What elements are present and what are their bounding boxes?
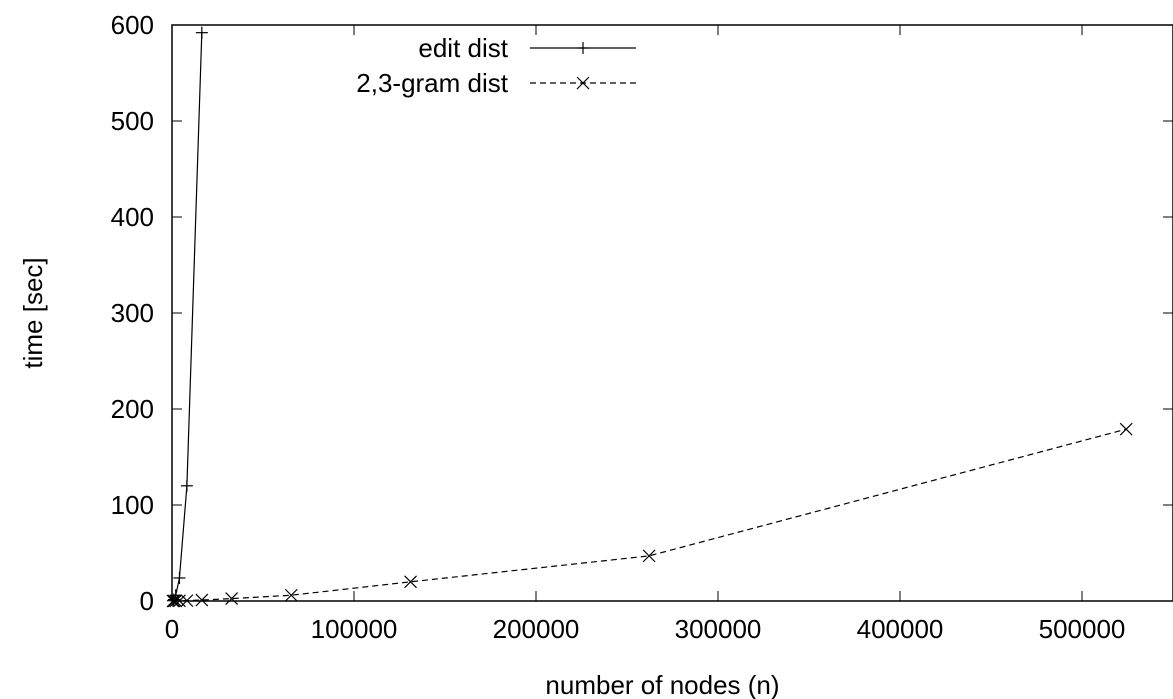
x-axis-label: number of nodes (n)	[545, 670, 779, 699]
x-tick-labels: 0 100000 200000 300000 400000 500000	[165, 614, 1126, 644]
series-2	[166, 422, 1133, 608]
x-tick-label: 300000	[675, 614, 762, 644]
x-tick-label: 100000	[311, 614, 398, 644]
y-tick-label: 0	[140, 586, 154, 616]
data-point-cross-marker	[284, 588, 298, 602]
series-1	[166, 26, 208, 607]
data-point-plus-marker	[195, 26, 208, 39]
y-tick-label: 200	[111, 394, 154, 424]
x-tick-label: 0	[165, 614, 179, 644]
data-point-cross-marker	[167, 594, 181, 608]
series-line	[172, 32, 203, 602]
y-tick-label: 600	[111, 10, 154, 40]
y-tick-label: 300	[111, 298, 154, 328]
data-point-cross-marker	[404, 575, 417, 589]
x-tick-label: 500000	[1039, 614, 1126, 644]
legend-label: edit dist	[418, 33, 508, 63]
x-tick-label: 200000	[493, 614, 580, 644]
data-point-plus-marker	[577, 42, 589, 54]
data-point-cross-marker	[195, 593, 209, 607]
data-point-cross-marker	[169, 594, 183, 608]
series-line	[172, 428, 1127, 602]
data-point-cross-marker	[180, 594, 194, 608]
legend: edit dist 2,3-gram dist	[356, 33, 636, 98]
data-point-cross-marker	[576, 76, 590, 90]
data-point-cross-marker	[1119, 422, 1133, 436]
y-tick-label: 100	[111, 490, 154, 520]
data-point-plus-marker	[180, 479, 193, 492]
data-point-plus-marker	[173, 571, 186, 584]
y-tick-label: 400	[111, 202, 154, 232]
data-point-cross-marker	[166, 594, 180, 608]
series-layer	[166, 26, 1133, 608]
y-axis-label: time [sec]	[18, 257, 48, 368]
data-point-cross-marker	[225, 592, 239, 606]
data-point-cross-marker	[642, 549, 656, 563]
y-tick-labels: 0 100 200 300 400 500 600	[111, 10, 154, 616]
x-tick-label: 400000	[857, 614, 944, 644]
plot-frame	[171, 24, 1173, 602]
legend-label: 2,3-gram dist	[356, 68, 508, 98]
tick-marks	[171, 24, 1173, 602]
y-tick-label: 500	[111, 106, 154, 136]
plot-border	[171, 24, 1173, 602]
